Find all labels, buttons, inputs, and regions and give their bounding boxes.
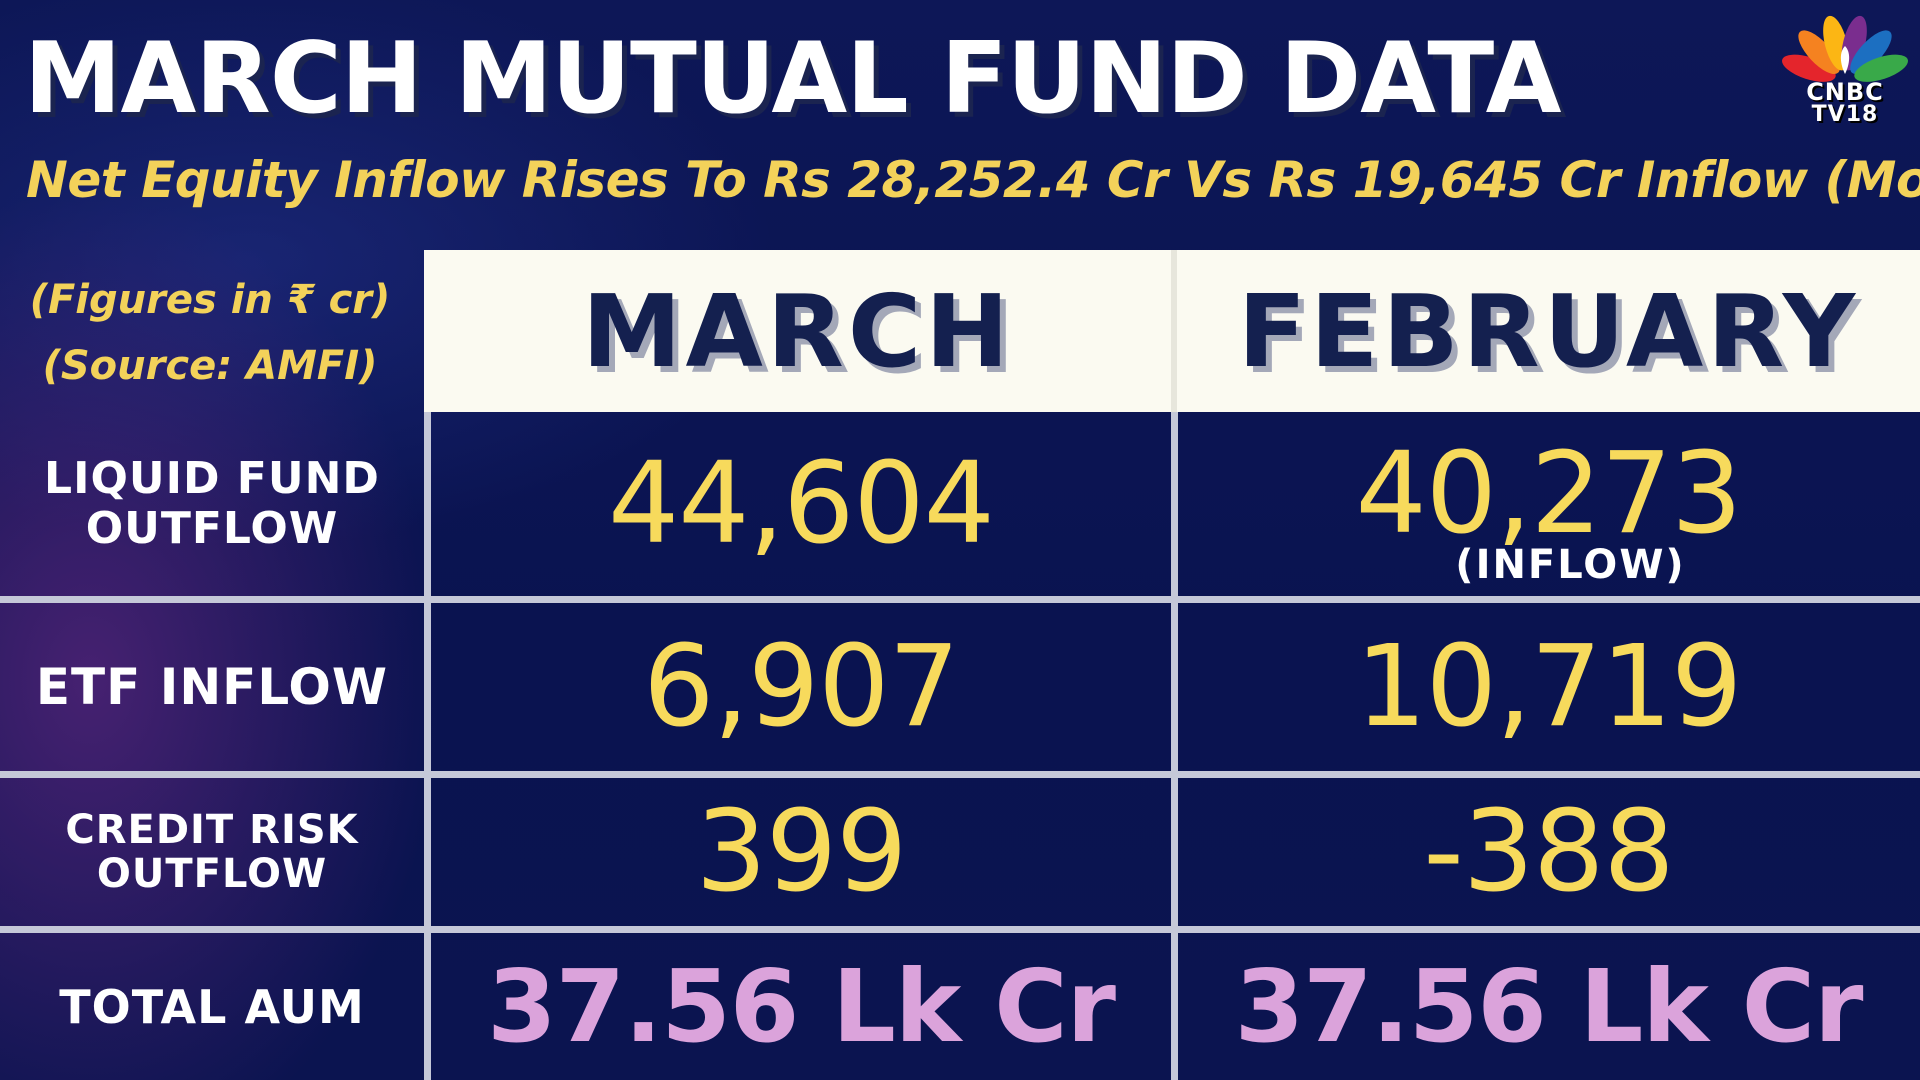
row-divider <box>0 771 1920 778</box>
cell-etf-march: 6,907 <box>431 603 1171 771</box>
row-label-credit-risk-outflow: CREDIT RISK OUTFLOW <box>0 778 424 926</box>
column-header-march: MARCH <box>582 272 1013 390</box>
cell-value-note: (INFLOW) <box>1455 542 1686 588</box>
row-label-line: LIQUID FUND <box>44 453 380 504</box>
row-divider <box>0 596 1920 603</box>
figures-note: (Figures in ₹ cr) <box>29 277 391 323</box>
row-label-total-aum: TOTAL AUM <box>0 933 424 1080</box>
cell-credit-risk-march: 399 <box>431 778 1171 926</box>
peacock-icon <box>1782 15 1908 82</box>
row-label-liquid-fund-outflow: LIQUID FUND OUTFLOW <box>0 412 424 596</box>
cell-value: 6,907 <box>643 622 960 752</box>
row-divider <box>0 926 1920 933</box>
cnbc-tv18-logo: CNBC TV18 <box>1780 14 1910 126</box>
cell-value: -388 <box>1423 787 1674 917</box>
cell-credit-risk-february: -388 <box>1177 778 1920 926</box>
column-divider <box>1171 412 1178 1080</box>
row-label-line: OUTFLOW <box>96 851 328 897</box>
row-label-line: TOTAL AUM <box>59 979 365 1034</box>
cell-value: 44,604 <box>608 439 995 569</box>
source-note: (Source: AMFI) <box>42 343 378 389</box>
cell-total-aum-february: 37.56 Lk Cr <box>1177 933 1920 1080</box>
cell-etf-february: 10,719 <box>1177 603 1920 771</box>
header-divider <box>1171 250 1177 412</box>
cell-liquid-fund-february: 40,273 (INFLOW) <box>1177 412 1920 596</box>
row-label-line: OUTFLOW <box>85 503 339 554</box>
row-label-line: ETF INFLOW <box>35 658 389 716</box>
column-header-february: FEBRUARY <box>1237 272 1860 390</box>
cell-total-aum-march: 37.56 Lk Cr <box>431 933 1171 1080</box>
cell-value: 37.56 Lk Cr <box>487 948 1116 1065</box>
row-label-line: CREDIT RISK <box>65 807 359 853</box>
cell-value: 37.56 Lk Cr <box>1234 948 1864 1065</box>
cell-value: 399 <box>695 787 908 917</box>
logo-line-1: CNBC <box>1806 78 1884 106</box>
page-title: MARCH MUTUAL FUND DATA <box>24 22 1561 136</box>
cell-value: 10,719 <box>1355 622 1743 752</box>
cell-liquid-fund-march: 44,604 <box>431 412 1171 596</box>
column-divider <box>424 412 431 1080</box>
page-subtitle: Net Equity Inflow Rises To Rs 28,252.4 C… <box>26 151 1920 209</box>
row-label-etf-inflow: ETF INFLOW <box>0 603 424 771</box>
logo-line-2: TV18 <box>1811 102 1879 127</box>
cell-value: 40,273 <box>1355 429 1743 559</box>
